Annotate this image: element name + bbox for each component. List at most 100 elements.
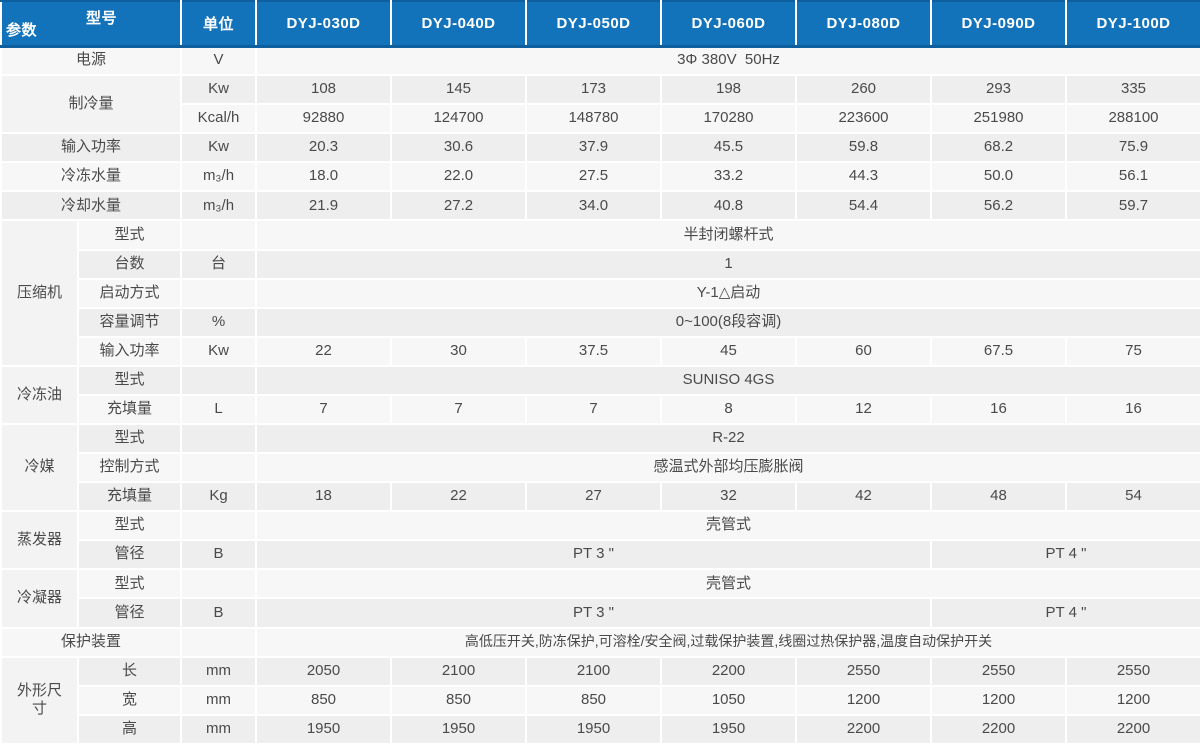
value-cell: 32 (660, 481, 797, 513)
row-label: 控制方式 (77, 452, 182, 484)
value-cell: 2550 (1065, 655, 1200, 687)
corner-header: 型号 参数 (0, 0, 182, 48)
unit-cell: Kcal/h (180, 103, 257, 135)
value-cell: 1200 (795, 684, 932, 716)
value-cell: 半封闭螺杆式 (255, 219, 1200, 251)
group-label-compressor: 压缩机 (0, 219, 79, 367)
value-cell: 7 (525, 393, 662, 426)
value-cell: 59.8 (795, 132, 932, 164)
row-label: 管径 (77, 539, 182, 571)
value-cell: 75.9 (1065, 132, 1200, 164)
group-label-condenser: 冷凝器 (0, 568, 79, 629)
value-cell: 1050 (660, 684, 797, 716)
unit-cell: mm (180, 713, 257, 745)
column-header-model: DYJ-100D (1065, 0, 1200, 48)
value-cell: 54 (1065, 481, 1200, 513)
unit-cell (180, 568, 257, 600)
unit-cell (180, 423, 257, 455)
value-cell: SUNISO 4GS (255, 364, 1200, 396)
column-header-model: DYJ-060D (660, 0, 797, 48)
value-cell: 2550 (795, 655, 932, 687)
row-label: 型式 (77, 423, 182, 455)
value-cell: 56.1 (1065, 161, 1200, 193)
row-compressor-qty: 台数 台 1 (1, 248, 1200, 280)
row-label: 充填量 (77, 481, 182, 513)
unit-cell: mm (180, 684, 257, 716)
value-cell: 2200 (660, 655, 797, 687)
value-cell: 30.6 (390, 132, 527, 164)
unit-cell: % (180, 306, 257, 338)
unit-cell: m₃/h (180, 190, 257, 222)
value-cell: 44.3 (795, 161, 932, 193)
row-evaporator-pipe: 管径 B PT 3 " PT 4 " (1, 539, 1200, 571)
value-cell: 56.2 (930, 190, 1067, 222)
value-cell: 293 (930, 74, 1067, 106)
value-cell: 850 (525, 684, 662, 716)
value-cell: 170280 (660, 103, 797, 135)
column-header-model: DYJ-050D (525, 0, 662, 48)
unit-cell: m₃/h (180, 161, 257, 193)
value-cell: 68.2 (930, 132, 1067, 164)
value-cell: 198 (660, 74, 797, 106)
value-cell: 33.2 (660, 161, 797, 193)
row-evaporator-type: 蒸发器 型式 壳管式 (0, 510, 1200, 571)
row-chilled-water-flow: 冷冻水量 m₃/h 18.0 22.0 27.5 33.2 44.3 50.0 … (0, 161, 1200, 193)
value-cell: 45.5 (660, 132, 797, 164)
row-compressor-input-power: 输入功率 Kw 22 30 37.5 45 60 67.5 75 (1, 335, 1200, 367)
value-cell: 260 (795, 74, 932, 106)
row-label: 台数 (77, 248, 182, 280)
unit-cell: Kw (180, 74, 257, 106)
value-cell: 2200 (1065, 713, 1200, 745)
value-cell: 37.5 (525, 335, 662, 367)
row-dimension-height: 高 mm 1950 1950 1950 1950 2200 2200 2200 (1, 713, 1200, 745)
value-cell: 59.7 (1065, 190, 1200, 222)
value-cell: 18 (255, 481, 392, 513)
value-cell: 48 (930, 481, 1067, 513)
group-label-dimensions: 外形尺寸 (0, 655, 79, 745)
value-cell: 40.8 (660, 190, 797, 222)
row-condenser-pipe: 管径 B PT 3 " PT 4 " (1, 597, 1200, 629)
unit-cell (180, 510, 257, 542)
header-row: 型号 参数 单位 DYJ-030D DYJ-040D DYJ-050D DYJ-… (0, 0, 1200, 48)
row-condenser-type: 冷凝器 型式 壳管式 (0, 568, 1200, 629)
row-label: 冷冻水量 (0, 161, 182, 193)
unit-cell: Kw (180, 335, 257, 367)
value-cell: PT 3 " (255, 597, 932, 629)
column-header-model: DYJ-030D (255, 0, 392, 48)
value-cell: 92880 (255, 103, 392, 135)
value-cell: 2550 (930, 655, 1067, 687)
unit-cell (180, 364, 257, 396)
row-power: 电源 V 3Φ 380V 50Hz (0, 44, 1200, 77)
value-cell: 288100 (1065, 103, 1200, 135)
value-cell: 8 (660, 393, 797, 426)
value-cell: 75 (1065, 335, 1200, 367)
value-cell: 124700 (390, 103, 527, 135)
unit-cell: Kg (180, 481, 257, 513)
value-cell: 54.4 (795, 190, 932, 222)
row-cooling-capacity-kcal: Kcal/h 92880 124700 148780 170280 223600… (1, 103, 1200, 135)
value-cell: 1950 (255, 713, 392, 745)
value-cell: 27 (525, 481, 662, 513)
value-cell: 12 (795, 393, 932, 426)
value-cell: 0~100(8段容调) (255, 306, 1200, 338)
unit-cell: mm (180, 655, 257, 687)
row-label: 型式 (77, 568, 182, 600)
value-cell: PT 4 " (930, 597, 1200, 629)
value-cell: 42 (795, 481, 932, 513)
value-cell: PT 3 " (255, 539, 932, 571)
row-label: 输入功率 (0, 132, 182, 164)
row-oil-type: 冷冻油 型式 SUNISO 4GS (0, 364, 1200, 426)
value-cell: 2100 (525, 655, 662, 687)
row-label: 电源 (0, 44, 182, 77)
unit-cell (180, 277, 257, 309)
value-cell: 145 (390, 74, 527, 106)
value-cell: 850 (255, 684, 392, 716)
row-compressor-capacity-control: 容量调节 % 0~100(8段容调) (1, 306, 1200, 338)
corner-model-label: 型号 (86, 10, 118, 27)
unit-cell (180, 219, 257, 251)
value-cell: 67.5 (930, 335, 1067, 367)
value-cell: PT 4 " (930, 539, 1200, 571)
row-compressor-start-mode: 启动方式 Y-1△启动 (1, 277, 1200, 309)
row-label: 型式 (77, 510, 182, 542)
